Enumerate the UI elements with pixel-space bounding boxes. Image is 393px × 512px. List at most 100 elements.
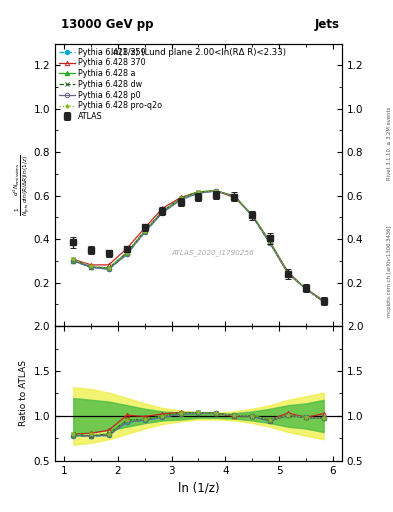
Pythia 6.428 p0 — [250, 212, 255, 219]
Pythia 6.428 dw — [214, 188, 219, 194]
Pythia 6.428 pro-q2o — [268, 239, 272, 245]
Pythia 6.428 a — [107, 265, 111, 271]
Pythia 6.428 pro-q2o — [125, 250, 129, 256]
Pythia 6.428 dw — [268, 240, 272, 246]
Pythia 6.428 370 — [125, 245, 129, 251]
Line: Pythia 6.428 a: Pythia 6.428 a — [71, 189, 326, 304]
Pythia 6.428 pro-q2o — [232, 193, 237, 199]
Pythia 6.428 370 — [303, 286, 308, 292]
Pythia 6.428 359 — [142, 229, 147, 236]
Pythia 6.428 359 — [303, 286, 308, 292]
Pythia 6.428 p0 — [321, 299, 326, 305]
Pythia 6.428 a — [303, 286, 308, 292]
Pythia 6.428 dw — [286, 270, 290, 276]
Pythia 6.428 359 — [160, 209, 165, 216]
Pythia 6.428 dw — [303, 286, 308, 292]
Pythia 6.428 370 — [286, 269, 290, 275]
Pythia 6.428 359 — [250, 212, 255, 219]
Pythia 6.428 370 — [268, 239, 272, 245]
Pythia 6.428 a — [321, 299, 326, 305]
Pythia 6.428 pro-q2o — [286, 270, 290, 276]
Pythia 6.428 dw — [160, 208, 165, 215]
Pythia 6.428 359 — [178, 197, 183, 203]
Pythia 6.428 p0 — [89, 264, 94, 270]
Pythia 6.428 a — [250, 212, 255, 218]
Pythia 6.428 dw — [142, 228, 147, 234]
Pythia 6.428 359 — [125, 251, 129, 258]
Pythia 6.428 dw — [232, 193, 237, 199]
Pythia 6.428 p0 — [107, 266, 111, 272]
Pythia 6.428 dw — [71, 256, 75, 262]
Pythia 6.428 pro-q2o — [107, 265, 111, 271]
Pythia 6.428 p0 — [268, 240, 272, 246]
Pythia 6.428 359 — [286, 270, 290, 276]
Pythia 6.428 a — [89, 264, 94, 270]
Pythia 6.428 p0 — [303, 286, 308, 292]
Pythia 6.428 370 — [250, 212, 255, 218]
Pythia 6.428 p0 — [286, 270, 290, 276]
Pythia 6.428 370 — [232, 195, 237, 201]
Pythia 6.428 pro-q2o — [178, 195, 183, 201]
Pythia 6.428 dw — [321, 299, 326, 305]
Pythia 6.428 a — [268, 239, 272, 245]
Text: mcplots.cern.ch [arXiv:1306.3436]: mcplots.cern.ch [arXiv:1306.3436] — [387, 226, 392, 317]
Pythia 6.428 pro-q2o — [303, 286, 308, 292]
Pythia 6.428 pro-q2o — [142, 228, 147, 234]
Pythia 6.428 a — [71, 258, 75, 264]
Line: Pythia 6.428 dw: Pythia 6.428 dw — [71, 189, 326, 304]
Line: Pythia 6.428 370: Pythia 6.428 370 — [71, 189, 326, 303]
Pythia 6.428 359 — [107, 266, 111, 272]
Y-axis label: $\frac{1}{N_\mathrm{jets}}\frac{d^2N_\mathrm{emissions}}{d\ln(R/\Delta R)\ln(1/z: $\frac{1}{N_\mathrm{jets}}\frac{d^2N_\ma… — [12, 154, 32, 216]
Pythia 6.428 pro-q2o — [89, 263, 94, 269]
Pythia 6.428 p0 — [160, 209, 165, 216]
Pythia 6.428 370 — [107, 262, 111, 268]
Text: ATLAS_2020_I1790256: ATLAS_2020_I1790256 — [171, 249, 254, 256]
Pythia 6.428 dw — [196, 189, 201, 195]
Text: Jets: Jets — [315, 18, 340, 31]
Pythia 6.428 pro-q2o — [250, 212, 255, 218]
Pythia 6.428 a — [178, 195, 183, 201]
Pythia 6.428 370 — [178, 195, 183, 201]
Pythia 6.428 p0 — [125, 251, 129, 257]
Pythia 6.428 359 — [214, 188, 219, 194]
Pythia 6.428 a — [214, 188, 219, 194]
Y-axis label: Ratio to ATLAS: Ratio to ATLAS — [19, 360, 28, 426]
Pythia 6.428 dw — [250, 212, 255, 219]
Pythia 6.428 dw — [107, 265, 111, 271]
Pythia 6.428 p0 — [71, 258, 75, 264]
Pythia 6.428 a — [160, 208, 165, 215]
Line: Pythia 6.428 p0: Pythia 6.428 p0 — [71, 189, 326, 304]
Pythia 6.428 370 — [214, 188, 219, 194]
Pythia 6.428 pro-q2o — [160, 208, 165, 215]
Pythia 6.428 pro-q2o — [214, 188, 219, 194]
Pythia 6.428 370 — [142, 225, 147, 231]
Text: ln(1/z) (Lund plane 2.00<ln(RΔ R)<2.33): ln(1/z) (Lund plane 2.00<ln(RΔ R)<2.33) — [111, 48, 286, 57]
Pythia 6.428 359 — [232, 193, 237, 199]
Pythia 6.428 dw — [89, 264, 94, 270]
Pythia 6.428 359 — [71, 258, 75, 264]
Pythia 6.428 p0 — [214, 188, 219, 194]
Text: 13000 GeV pp: 13000 GeV pp — [61, 18, 153, 31]
Text: Rivet 3.1.10, ≥ 3.2M events: Rivet 3.1.10, ≥ 3.2M events — [387, 106, 392, 180]
Line: Pythia 6.428 pro-q2o: Pythia 6.428 pro-q2o — [71, 189, 326, 304]
Pythia 6.428 dw — [178, 195, 183, 201]
Pythia 6.428 a — [286, 270, 290, 276]
Pythia 6.428 370 — [71, 256, 75, 262]
Pythia 6.428 a — [142, 228, 147, 234]
Pythia 6.428 370 — [196, 189, 201, 195]
Pythia 6.428 p0 — [178, 197, 183, 203]
Pythia 6.428 pro-q2o — [196, 189, 201, 195]
Pythia 6.428 pro-q2o — [321, 299, 326, 305]
Pythia 6.428 p0 — [142, 229, 147, 236]
Legend: Pythia 6.428 359, Pythia 6.428 370, Pythia 6.428 a, Pythia 6.428 dw, Pythia 6.42: Pythia 6.428 359, Pythia 6.428 370, Pyth… — [57, 46, 164, 123]
Pythia 6.428 359 — [196, 190, 201, 196]
Pythia 6.428 p0 — [232, 193, 237, 199]
Pythia 6.428 370 — [160, 205, 165, 211]
Pythia 6.428 dw — [125, 250, 129, 256]
Pythia 6.428 359 — [268, 240, 272, 246]
X-axis label: ln (1/z): ln (1/z) — [178, 481, 219, 494]
Pythia 6.428 359 — [89, 264, 94, 270]
Pythia 6.428 a — [196, 189, 201, 195]
Pythia 6.428 370 — [321, 297, 326, 304]
Pythia 6.428 359 — [321, 299, 326, 305]
